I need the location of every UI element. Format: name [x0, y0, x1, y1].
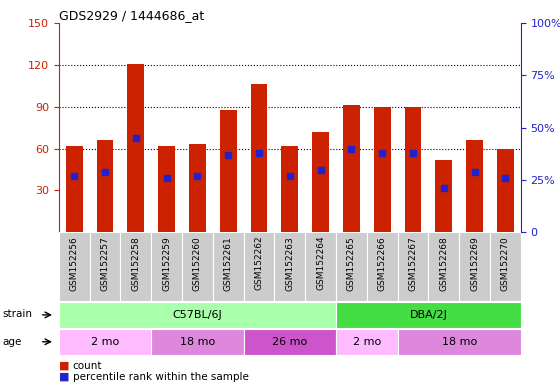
- Bar: [59, 232, 90, 301]
- Bar: [189, 144, 206, 232]
- Text: count: count: [73, 361, 102, 371]
- Bar: [428, 232, 459, 301]
- Bar: [336, 232, 367, 301]
- Bar: [398, 232, 428, 301]
- Bar: [158, 146, 175, 232]
- Bar: [151, 232, 182, 301]
- Bar: [336, 329, 398, 355]
- Text: 2 mo: 2 mo: [353, 337, 381, 347]
- Bar: [497, 149, 514, 232]
- Bar: [336, 302, 521, 328]
- Text: DBA/2J: DBA/2J: [409, 310, 447, 320]
- Bar: [151, 329, 244, 355]
- Text: strain: strain: [3, 310, 33, 319]
- Bar: [59, 302, 336, 328]
- Text: percentile rank within the sample: percentile rank within the sample: [73, 372, 249, 382]
- Text: GSM152265: GSM152265: [347, 236, 356, 291]
- Bar: [213, 232, 244, 301]
- Bar: [343, 105, 360, 232]
- Text: ■: ■: [59, 372, 69, 382]
- Bar: [490, 232, 521, 301]
- Text: ■: ■: [59, 361, 69, 371]
- Text: 18 mo: 18 mo: [442, 337, 477, 347]
- Bar: [281, 146, 298, 232]
- Bar: [404, 107, 422, 232]
- Bar: [466, 140, 483, 232]
- Text: GSM152256: GSM152256: [69, 236, 79, 291]
- Bar: [96, 140, 114, 232]
- Text: GSM152264: GSM152264: [316, 236, 325, 290]
- Bar: [59, 329, 151, 355]
- Text: 2 mo: 2 mo: [91, 337, 119, 347]
- Text: GSM152260: GSM152260: [193, 236, 202, 291]
- Bar: [120, 232, 151, 301]
- Bar: [374, 107, 391, 232]
- Text: GSM152262: GSM152262: [254, 236, 264, 290]
- Text: GSM152257: GSM152257: [100, 236, 110, 291]
- Bar: [250, 84, 268, 232]
- Bar: [90, 232, 120, 301]
- Text: 18 mo: 18 mo: [180, 337, 215, 347]
- Bar: [244, 232, 274, 301]
- Text: age: age: [3, 337, 22, 347]
- Bar: [305, 232, 336, 301]
- Bar: [398, 329, 521, 355]
- Text: GSM152268: GSM152268: [439, 236, 449, 291]
- Bar: [127, 63, 144, 232]
- Bar: [459, 232, 490, 301]
- Bar: [220, 109, 237, 232]
- Text: GSM152261: GSM152261: [223, 236, 233, 291]
- Text: GSM152259: GSM152259: [162, 236, 171, 291]
- Bar: [274, 232, 305, 301]
- Text: 26 mo: 26 mo: [272, 337, 307, 347]
- Text: GSM152267: GSM152267: [408, 236, 418, 291]
- Text: C57BL/6J: C57BL/6J: [172, 310, 222, 320]
- Text: GDS2929 / 1444686_at: GDS2929 / 1444686_at: [59, 9, 204, 22]
- Bar: [367, 232, 398, 301]
- Bar: [244, 329, 336, 355]
- Bar: [182, 232, 213, 301]
- Bar: [312, 132, 329, 232]
- Text: GSM152269: GSM152269: [470, 236, 479, 291]
- Bar: [435, 160, 452, 232]
- Text: GSM152266: GSM152266: [377, 236, 387, 291]
- Text: GSM152270: GSM152270: [501, 236, 510, 291]
- Text: GSM152258: GSM152258: [131, 236, 141, 291]
- Bar: [66, 146, 83, 232]
- Text: GSM152263: GSM152263: [285, 236, 295, 291]
